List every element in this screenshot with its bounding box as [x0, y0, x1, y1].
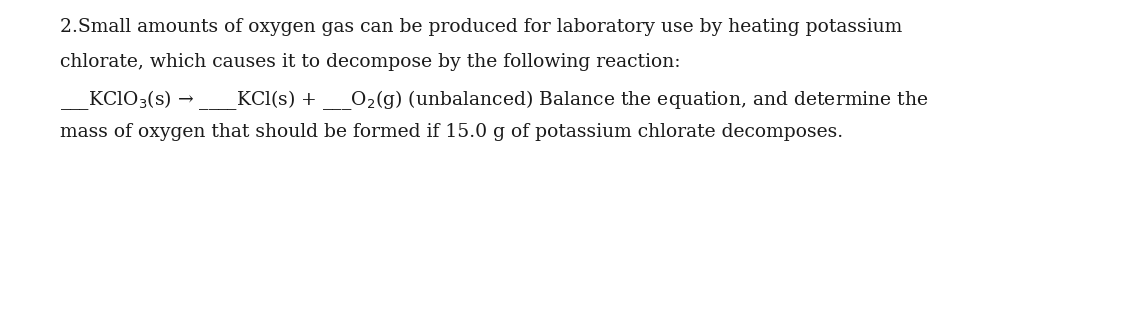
Text: chlorate, which causes it to decompose by the following reaction:: chlorate, which causes it to decompose b…	[60, 53, 681, 71]
Text: ___KClO$_3$(s) → ____KCl(s) + ___O$_2$(g) (unbalanced) Balance the equation, and: ___KClO$_3$(s) → ____KCl(s) + ___O$_2$(g…	[60, 88, 928, 112]
Text: mass of oxygen that should be formed if 15.0 g of potassium chlorate decomposes.: mass of oxygen that should be formed if …	[60, 123, 843, 141]
Text: 2.Small amounts of oxygen gas can be produced for laboratory use by heating pota: 2.Small amounts of oxygen gas can be pro…	[60, 18, 902, 36]
